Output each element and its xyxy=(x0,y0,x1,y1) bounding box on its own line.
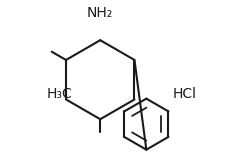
Text: NH₂: NH₂ xyxy=(86,6,113,20)
Text: HCl: HCl xyxy=(173,87,197,101)
Text: H₃C: H₃C xyxy=(47,87,72,101)
